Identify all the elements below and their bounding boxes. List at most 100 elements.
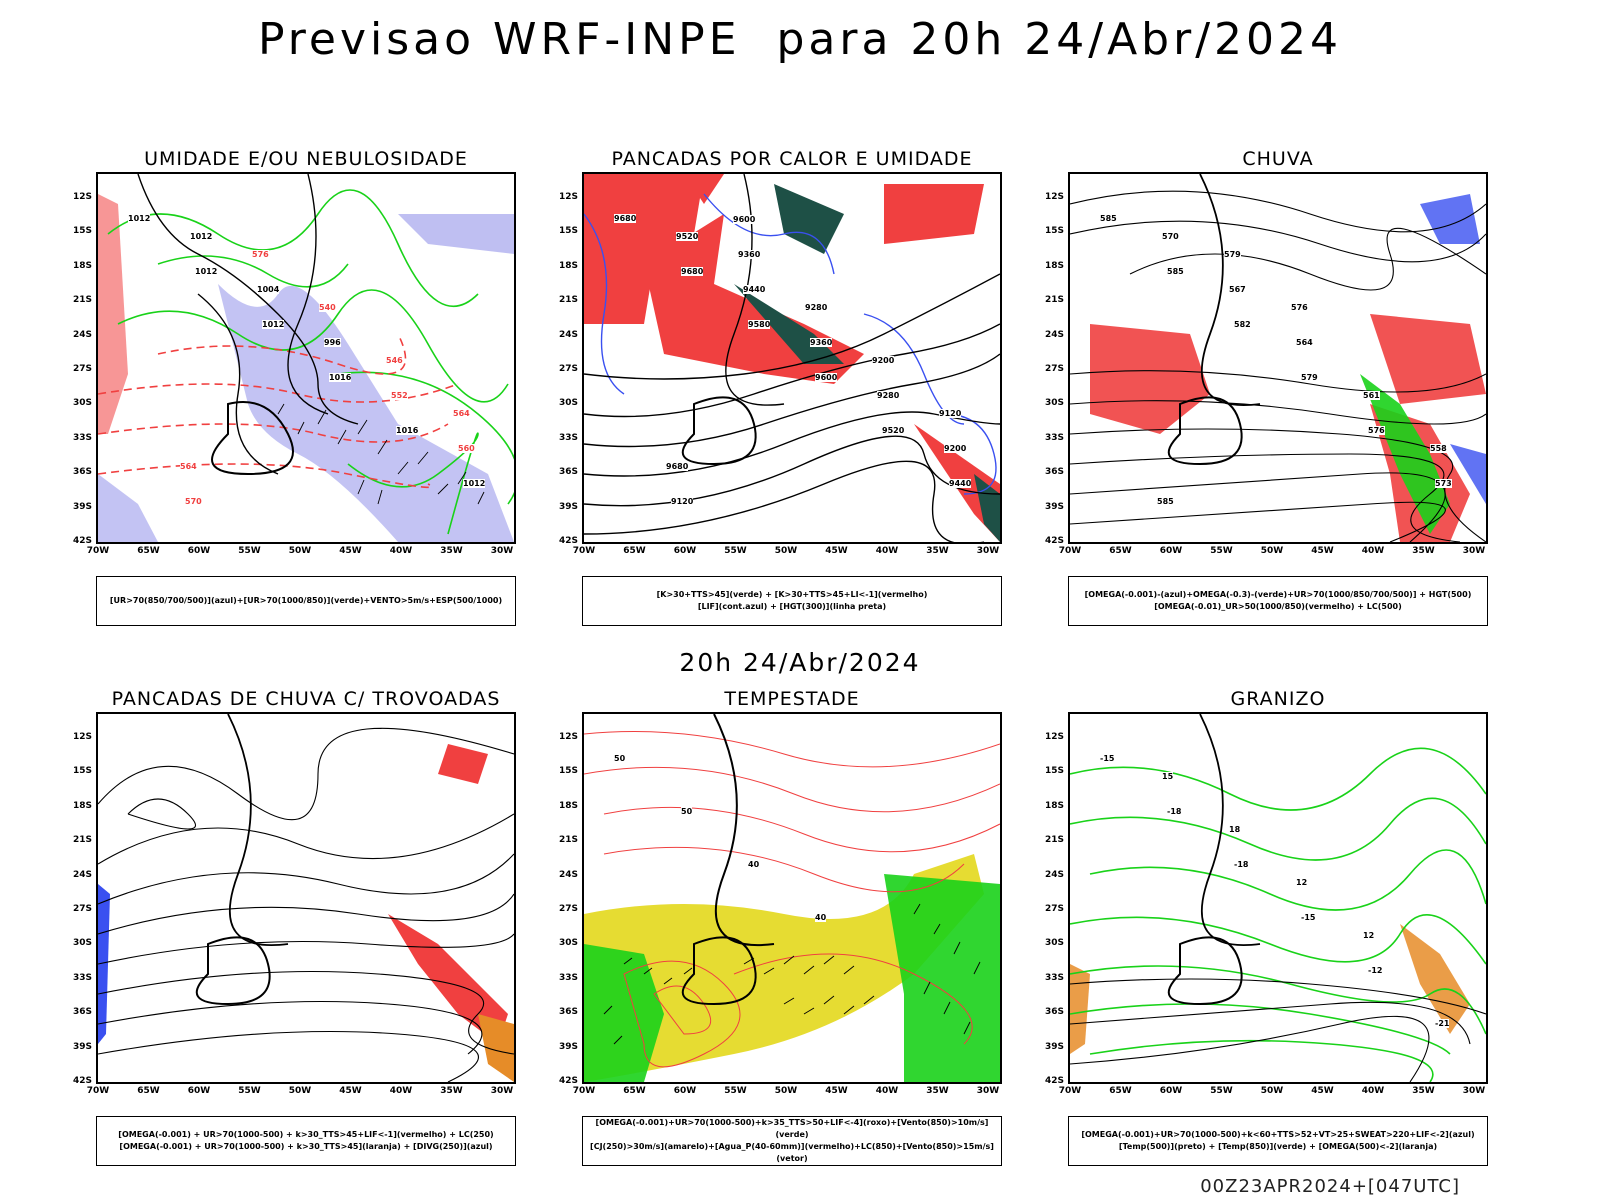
lat-tick-label: 42S	[1044, 1076, 1064, 1086]
lat-tick-label: 24S	[558, 869, 578, 880]
contour-label: 996	[324, 338, 341, 347]
lat-tick-label: 18S	[1044, 800, 1064, 811]
lon-tick-label: 35W	[440, 1086, 463, 1096]
lon-tick-label: 60W	[673, 546, 697, 556]
lon-tick-label: 70W	[1058, 1086, 1082, 1096]
contour-label: 9520	[882, 426, 905, 435]
lon-tick-label: 50W	[1260, 546, 1284, 556]
contour-label: 50	[681, 807, 693, 816]
lon-tick-label: 55W	[724, 1086, 747, 1096]
contour-label: 9280	[805, 303, 828, 312]
lon-tick-label: 30W	[1462, 1086, 1486, 1096]
forecast-date: 20h 24/Abr/2024	[679, 648, 921, 677]
lon-tick-label: 70W	[86, 1086, 110, 1096]
map-umidade: 1012 1012 1012 1016 1016 1012 1012 1004 996 552 56…	[96, 172, 516, 544]
panel-title: UMIDADE E/OU NEBULOSIDADE	[144, 148, 468, 170]
panel-title: CHUVA	[1242, 148, 1314, 170]
panel-chuva: CHUVA 585 585 582 579 576 573 570 567	[1045, 148, 1488, 626]
contour-label: 564	[453, 409, 470, 418]
legend-line: [OMEGA(-0.001) + UR>70(1000-500) + k>30_…	[119, 1142, 493, 1151]
contour-label: 1016	[329, 373, 352, 382]
contour-label: 585	[1167, 267, 1184, 276]
legend-line: [OMEGA(-0.001)-(azul)+OMEGA(-0.3)-(verde…	[1084, 590, 1472, 599]
page-title: Previsao WRF-INPE para 20h 24/Abr/2024	[258, 14, 1342, 65]
lat-tick-label: 18S	[72, 260, 92, 271]
contour-label: 40	[748, 860, 760, 869]
lat-tick-label: 15S	[1044, 226, 1064, 237]
lon-tick-label: 40W	[389, 546, 413, 556]
lat-tick-label: 33S	[558, 972, 578, 983]
lat-tick-label: 27S	[72, 904, 92, 914]
lat-tick-label: 15S	[72, 766, 92, 777]
lon-tick-label: 45W	[825, 1086, 848, 1096]
contour-label: 9360	[810, 338, 833, 347]
lon-tick-label: 60W	[187, 1086, 211, 1096]
contour-label: 570	[185, 497, 202, 506]
lat-tick-label: 39S	[1044, 1041, 1064, 1052]
contour-label: -21	[1435, 1019, 1450, 1028]
contour-label: 9580	[748, 320, 771, 329]
map-pancadas-calor: 9680 9680 9580 9600 9520 9440 9520 9440 9360 9280…	[582, 172, 1002, 544]
lon-tick-label: 35W	[926, 1086, 949, 1096]
lon-tick-label: 35W	[1412, 1086, 1435, 1096]
lon-tick-label: 30W	[1462, 546, 1486, 556]
lat-tick-label: 21S	[72, 295, 92, 306]
legend-line: [Temp(500)](preto) + [Temp(850)](verde) …	[1118, 1142, 1438, 1151]
lon-tick-label: 65W	[623, 1086, 646, 1096]
map-tempestade: 50 50 40 40	[582, 712, 1002, 1084]
legend-line: [OMEGA(-0.01)_UR>50(1000/850)(vermelho) …	[1154, 602, 1402, 611]
map-granizo: -15 -18 -18 -15 -12 -21 15 18 12 12	[1068, 712, 1488, 1084]
lat-tick-label: 39S	[558, 1041, 578, 1052]
contour-label: 560	[458, 444, 475, 453]
lat-tick-label: 30S	[558, 398, 578, 409]
lat-tick-label: 30S	[558, 938, 578, 949]
lon-tick-label: 35W	[1412, 546, 1435, 556]
panel-granizo: GRANIZO -15 -18 -18 -15 -12 -21 15 18 12 12	[1045, 688, 1488, 1166]
legend-line: [UR>70(850/700/500)](azul)+[UR>70(1000/8…	[109, 596, 503, 605]
lat-tick-label: 21S	[1044, 295, 1064, 306]
lat-tick-label: 33S	[72, 972, 92, 983]
lon-tick-label: 50W	[1260, 1086, 1284, 1096]
contour-label: 567	[1229, 285, 1246, 294]
contour-label: 1012	[195, 267, 218, 276]
lon-tick-label: 40W	[875, 1086, 899, 1096]
panel-legend: [OMEGA(-0.001) + UR>70(1000-500) + k>30_…	[96, 1116, 516, 1166]
lat-tick-label: 30S	[72, 938, 92, 949]
lat-tick-label: 33S	[1044, 432, 1064, 443]
contour-label: 12	[1363, 931, 1375, 940]
lon-tick-label: 65W	[137, 1086, 160, 1096]
lat-tick-label: 39S	[72, 1041, 92, 1052]
map-chuva: 585 585 582 579 576 573 570 567 564 561 558 585 579 5…	[1068, 172, 1488, 544]
lon-tick-label: 55W	[1210, 546, 1233, 556]
lat-tick-label: 27S	[72, 364, 92, 374]
lat-tick-label: 21S	[558, 835, 578, 846]
lon-tick-label: 45W	[1311, 546, 1334, 556]
lon-tick-label: 30W	[490, 1086, 514, 1096]
lat-tick-label: 12S	[1044, 192, 1064, 202]
contour-label: 576	[1291, 303, 1308, 312]
lat-tick-label: 27S	[558, 904, 578, 914]
lat-tick-label: 18S	[558, 260, 578, 271]
contour-label: 564	[1296, 338, 1313, 347]
contour-label: 576	[252, 250, 269, 259]
contour-label: -15	[1100, 754, 1115, 763]
lat-tick-label: 42S	[558, 536, 578, 546]
contour-label: 9600	[733, 215, 756, 224]
lon-tick-label: 30W	[976, 546, 1000, 556]
lat-tick-label: 42S	[72, 536, 92, 546]
lon-tick-label: 65W	[1109, 1086, 1132, 1096]
lon-tick-label: 65W	[1109, 546, 1132, 556]
lon-tick-label: 50W	[288, 1086, 312, 1096]
lat-tick-label: 15S	[558, 766, 578, 777]
lat-tick-label: 33S	[72, 432, 92, 443]
contour-label: 540	[319, 303, 336, 312]
contour-label: 9520	[676, 232, 699, 241]
contour-label: 579	[1224, 250, 1241, 259]
lat-tick-label: 18S	[1044, 260, 1064, 271]
contour-label: -15	[1301, 913, 1316, 922]
panel-legend: [K>30+TTS>45](verde) + [K>30+TTS>45+LI<-…	[582, 576, 1002, 626]
legend-line: [K>30+TTS>45](verde) + [K>30+TTS>45+LI<-…	[656, 590, 928, 599]
contour-label: 9120	[939, 409, 962, 418]
lat-tick-label: 30S	[72, 398, 92, 409]
legend-line: [LIF](cont.azul) + [HGT(300)](linha pret…	[697, 602, 887, 611]
